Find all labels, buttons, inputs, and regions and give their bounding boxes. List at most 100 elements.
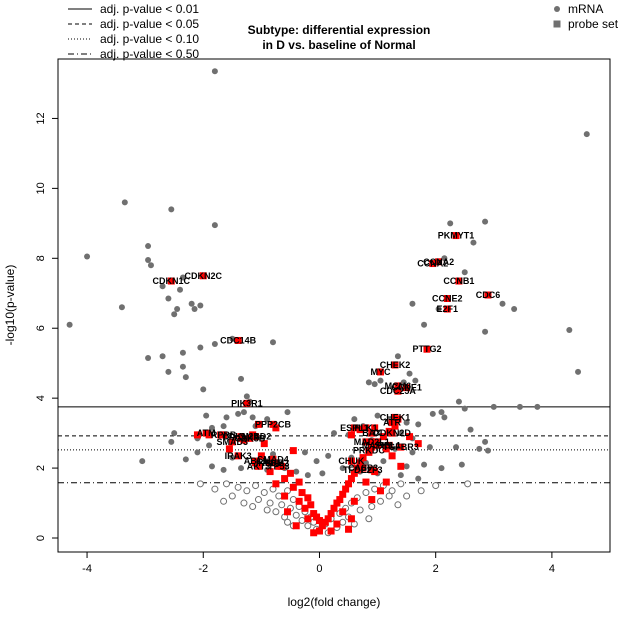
- hollow-point: [278, 501, 286, 509]
- gene-label: SMAD2: [240, 432, 272, 442]
- hollow-point: [289, 496, 297, 504]
- probe-point: [429, 260, 437, 268]
- mrna-point: [171, 430, 178, 437]
- gene-label: ATM: [197, 428, 216, 438]
- chart-title-line-2: in D vs. baseline of Normal: [262, 38, 415, 52]
- hollow-point: [356, 506, 364, 514]
- probe-point: [292, 522, 300, 530]
- probe-point: [435, 258, 443, 266]
- threshold-legend-label: adj. p-value < 0.05: [100, 17, 199, 31]
- probe-point: [443, 305, 451, 313]
- probe-point: [359, 464, 367, 472]
- y-tick-label: 12: [35, 112, 47, 124]
- probe-point: [220, 431, 228, 439]
- marker-legend-square: [553, 20, 561, 28]
- probe-point: [391, 361, 399, 369]
- probe-point: [368, 429, 376, 437]
- probe-point: [406, 433, 414, 441]
- mrna-point: [269, 451, 276, 458]
- mrna-point: [339, 465, 346, 472]
- threshold-lines: [58, 406, 610, 484]
- probe-point: [252, 457, 260, 465]
- probe-point: [284, 508, 292, 516]
- probe-point: [347, 515, 355, 523]
- mrna-point: [482, 438, 489, 445]
- y-tick-label: 0: [35, 535, 47, 541]
- hollow-point: [260, 489, 268, 497]
- mrna-point: [415, 421, 422, 428]
- mrna-point: [159, 283, 166, 290]
- mrna-point: [165, 295, 172, 302]
- probe-point: [237, 433, 245, 441]
- gene-label: E2F3: [361, 465, 383, 475]
- mrna-point: [284, 409, 291, 416]
- mrna-point: [426, 444, 433, 451]
- probe-point: [385, 441, 393, 449]
- mrna-point: [269, 339, 276, 346]
- y-tick-label: 10: [35, 182, 47, 194]
- probe-point: [167, 277, 175, 285]
- x-tick-label: 4: [549, 563, 555, 575]
- probe-point: [315, 527, 323, 535]
- probe-point: [301, 504, 309, 512]
- mrna-point: [171, 311, 178, 318]
- probe-point: [272, 480, 280, 488]
- mrna-point: [197, 302, 204, 309]
- mrna-point: [534, 403, 541, 410]
- gene-label: BAX: [362, 428, 381, 438]
- probe-point: [388, 452, 396, 460]
- x-tick-label: 2: [433, 563, 439, 575]
- mrna-point: [200, 386, 207, 393]
- probe-point: [304, 515, 312, 523]
- mrna-point: [301, 449, 308, 456]
- gene-label: ESPL1: [340, 423, 369, 433]
- x-tick-label: -4: [82, 563, 92, 575]
- hollow-point: [252, 482, 260, 490]
- probe-point: [394, 387, 402, 395]
- probe-point: [391, 413, 399, 421]
- probe-point: [286, 469, 294, 477]
- marker-legend-circle: [554, 6, 560, 12]
- probe-point: [333, 520, 341, 528]
- mrna-point: [118, 304, 125, 311]
- probe-point: [376, 487, 384, 495]
- hollow-point: [397, 480, 405, 488]
- probe-point: [266, 459, 274, 467]
- probe-point: [289, 483, 297, 491]
- mrna-point: [421, 461, 428, 468]
- mrna-point: [458, 461, 465, 468]
- mrna-point: [191, 305, 198, 312]
- gene-label: PIK3R1: [231, 398, 263, 408]
- mrna-point: [238, 465, 245, 472]
- mrna-point: [168, 206, 175, 213]
- mrna-point: [409, 449, 416, 456]
- probe-point: [304, 494, 312, 502]
- mrna-point: [455, 398, 462, 405]
- hollow-point: [284, 518, 292, 526]
- mrna-point: [394, 353, 401, 360]
- mrna-point: [403, 463, 410, 470]
- probe-point: [281, 492, 289, 500]
- probe-point: [225, 445, 233, 453]
- plot-frame: [57, 58, 611, 553]
- y-axis: 0 2 4 6 8 10 12: [35, 112, 59, 541]
- mrna-point: [461, 405, 468, 412]
- hollow-point: [339, 518, 347, 526]
- probe-point: [254, 420, 262, 428]
- probe-point: [295, 497, 303, 505]
- hollow-point: [243, 487, 251, 495]
- mrna-point: [211, 340, 218, 347]
- gene-label: MAPK1: [362, 440, 394, 450]
- mrna-point: [313, 458, 320, 465]
- mrna-point: [409, 300, 416, 307]
- gene-label: AKT3: [247, 461, 271, 471]
- gene-label: CDKN2B: [222, 432, 260, 442]
- probe-point: [254, 462, 262, 470]
- mrna-point: [159, 353, 166, 360]
- mrna-point: [179, 363, 186, 370]
- hollow-point: [394, 501, 402, 509]
- mrna-point: [490, 403, 497, 410]
- mrna-point: [566, 326, 573, 333]
